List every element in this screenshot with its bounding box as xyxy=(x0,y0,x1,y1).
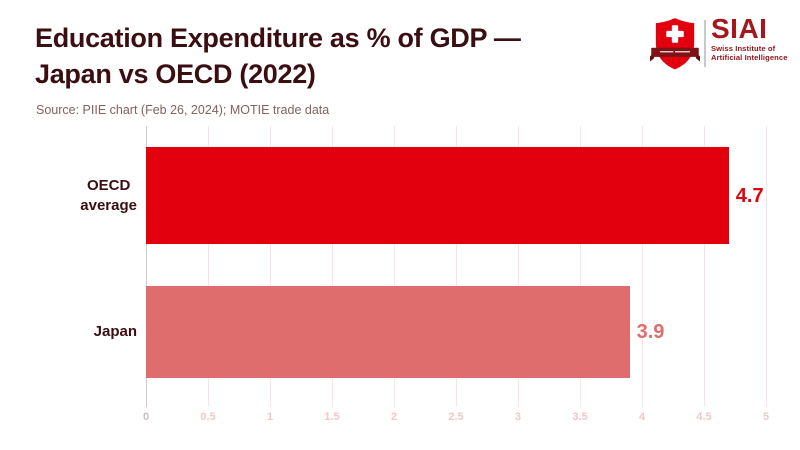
gridline xyxy=(641,126,643,407)
value-label: 4.7 xyxy=(735,184,764,207)
x-tick-label: 3.5 xyxy=(572,411,588,423)
gridline xyxy=(517,126,519,407)
shield-icon xyxy=(650,18,700,70)
zero-gridline xyxy=(145,126,147,407)
category-label-box: Japan xyxy=(20,306,137,358)
logo-subtitle-line-2: Artificial Intelligence xyxy=(711,53,788,62)
logo-subtitle-line-1: Swiss Institute of xyxy=(711,44,776,53)
gridline xyxy=(393,126,395,407)
x-tick-label: 5 xyxy=(762,411,770,423)
ribbon-text-marks xyxy=(660,51,690,53)
x-tick-label: 1 xyxy=(266,411,274,423)
logo-divider xyxy=(704,20,706,67)
x-tick-label: 2.5 xyxy=(448,411,464,423)
gridline xyxy=(207,126,209,407)
bar-oecd-average xyxy=(146,147,729,244)
category-label: OECD average xyxy=(80,176,137,214)
gridline xyxy=(331,126,333,407)
x-tick-label: 0 xyxy=(142,411,150,423)
title-line-1: Education Expenditure as % of GDP — xyxy=(35,23,521,53)
x-tick-label: 4 xyxy=(638,411,646,423)
logo-brand-text: SIAI xyxy=(711,13,768,44)
page-title: Education Expenditure as % of GDP — Japa… xyxy=(35,20,521,92)
x-tick-label: 3 xyxy=(514,411,522,423)
x-tick-label: 4.5 xyxy=(696,411,712,423)
gridline xyxy=(765,126,767,407)
title-line-2: Japan vs OECD (2022) xyxy=(35,59,316,89)
category-label-box: OECD average xyxy=(20,170,137,222)
logo-wordmark: SIAI Swiss Institute of Artificial Intel… xyxy=(711,13,788,63)
gridline xyxy=(579,126,581,407)
gridline xyxy=(455,126,457,407)
x-tick-label: 2 xyxy=(390,411,398,423)
value-label: 3.9 xyxy=(636,321,665,343)
x-tick-label: 0.5 xyxy=(200,411,216,423)
source-note: Source: PIIE chart (Feb 26, 2024); MOTIE… xyxy=(36,103,330,117)
x-tick-label: 1.5 xyxy=(324,411,340,423)
bar-japan xyxy=(146,286,630,378)
category-label: Japan xyxy=(93,323,137,340)
siai-logo: SIAI Swiss Institute of Artificial Intel… xyxy=(648,13,793,75)
gridline xyxy=(703,126,705,407)
gridline xyxy=(269,126,271,407)
